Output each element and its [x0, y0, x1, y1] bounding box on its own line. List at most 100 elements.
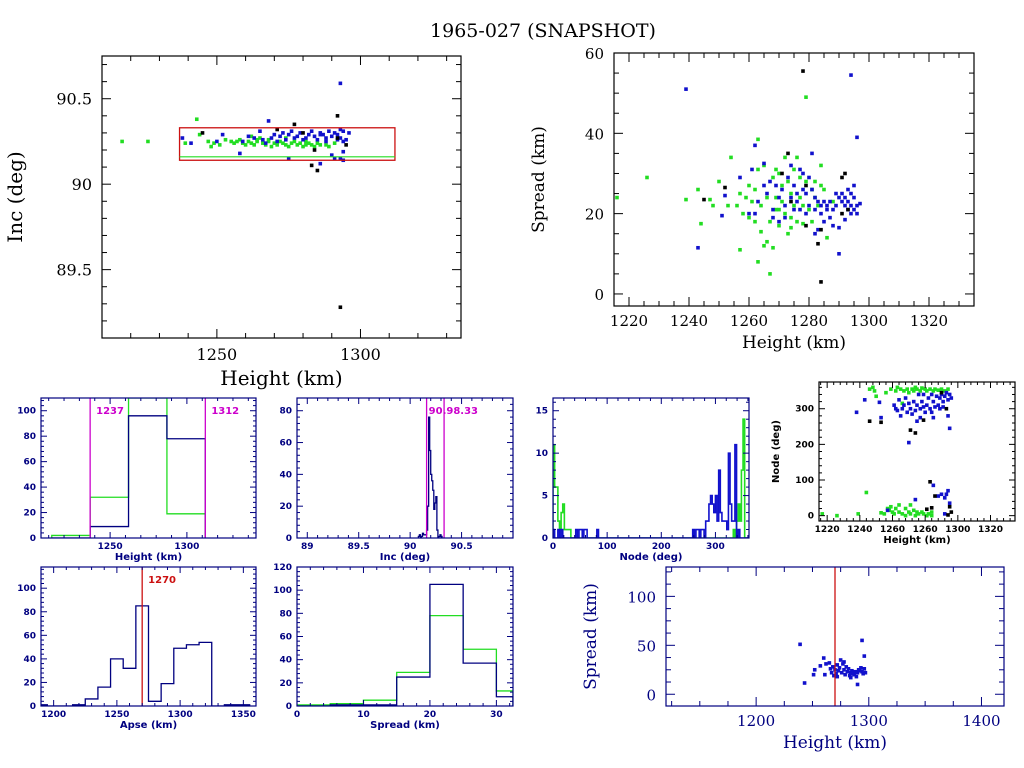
- point-blue: [849, 211, 853, 216]
- point-blue: [907, 440, 911, 445]
- point-green: [266, 137, 271, 142]
- point-blue: [822, 219, 826, 224]
- point-blue: [811, 672, 816, 677]
- point-green: [304, 139, 308, 144]
- point-green: [792, 203, 796, 208]
- point-black: [840, 175, 844, 180]
- point-green: [318, 143, 323, 147]
- point-blue: [828, 667, 833, 671]
- point-green: [913, 513, 918, 518]
- point-blue: [855, 203, 859, 208]
- point-green: [921, 512, 926, 516]
- point-blue: [318, 132, 323, 137]
- point-black: [335, 136, 340, 140]
- point-green: [768, 219, 772, 224]
- point-blue: [258, 129, 262, 133]
- point-black: [275, 127, 279, 132]
- y-tick-label: 80: [279, 407, 292, 417]
- point-blue: [848, 670, 853, 675]
- point-blue: [913, 408, 918, 413]
- y-tick-label: 20: [279, 502, 292, 512]
- point-blue: [834, 671, 838, 676]
- y-tick-label: 20: [23, 678, 36, 688]
- point-black: [344, 143, 348, 147]
- point-green: [278, 139, 282, 144]
- hist-bars: [41, 605, 251, 706]
- point-blue: [840, 199, 844, 204]
- point-green: [916, 512, 921, 516]
- point-blue: [762, 161, 766, 166]
- chart-apse-hist: 1270 1200 1250 1300 1350 0 20 40 60 80 100 Apse (km…: [17, 566, 257, 731]
- point-green: [867, 387, 872, 391]
- x-tick-label: 0: [550, 542, 556, 552]
- point-green: [872, 389, 877, 393]
- point-blue: [738, 175, 742, 180]
- point-blue: [842, 667, 846, 672]
- point-blue: [936, 403, 941, 407]
- point-blue: [841, 662, 845, 666]
- point-blue: [753, 143, 757, 148]
- point-blue: [840, 191, 844, 196]
- y-tick-label: 89.5: [56, 261, 92, 280]
- point-green: [741, 211, 745, 216]
- figure-title: 1965-027 (SNAPSHOT): [430, 20, 656, 42]
- point-green: [771, 245, 775, 250]
- point-green: [786, 179, 790, 184]
- x-axis-label: Height (km): [783, 733, 887, 753]
- point-green: [708, 197, 712, 202]
- point-blue: [947, 426, 952, 431]
- point-blue: [272, 132, 277, 137]
- point-blue: [907, 401, 911, 406]
- point-green: [929, 513, 934, 518]
- point-blue: [860, 638, 864, 643]
- point-green: [780, 199, 784, 204]
- hist-bars: [417, 416, 443, 538]
- point-blue: [321, 132, 325, 137]
- y-tick-label: 100: [17, 407, 36, 417]
- x-tick-label: 89: [301, 542, 314, 552]
- point-green: [789, 215, 793, 220]
- point-black: [840, 211, 844, 216]
- point-blue: [813, 207, 817, 212]
- x-tick-label: 1300: [850, 712, 888, 730]
- point-blue: [834, 203, 838, 208]
- point-black: [801, 69, 805, 73]
- x-axis-label: Spread (km): [370, 720, 440, 731]
- point-green: [777, 207, 781, 212]
- marker-label: 1312: [211, 406, 239, 417]
- point-green: [882, 512, 887, 516]
- chart-height-hist: 1237 1312 1250 1300 0 20 40 60 80 100 Height (km): [17, 397, 257, 563]
- x-tick-label: 1300: [340, 345, 381, 364]
- point-blue: [762, 183, 766, 188]
- point-blue: [839, 670, 844, 675]
- plot-frame: [296, 566, 514, 707]
- x-tick-label: 1320: [978, 525, 1003, 535]
- point-green: [925, 389, 929, 393]
- y-tick-label: 0: [30, 534, 36, 544]
- point-blue: [777, 219, 781, 224]
- point-blue: [838, 658, 843, 662]
- point-blue: [819, 211, 823, 216]
- point-green: [946, 387, 950, 391]
- point-green: [289, 141, 294, 145]
- point-blue: [816, 227, 820, 232]
- x-tick-label: 1300: [168, 710, 193, 720]
- x-tick-label: 1280: [790, 312, 828, 330]
- y-tick-label: 40: [23, 483, 36, 493]
- point-black: [879, 420, 883, 425]
- x-tick-label: 1240: [847, 525, 872, 535]
- point-green: [792, 167, 796, 172]
- point-blue: [289, 129, 294, 133]
- point-blue: [335, 132, 340, 137]
- point-blue: [946, 414, 950, 418]
- point-blue: [852, 672, 856, 677]
- point-black: [804, 183, 808, 188]
- x-tick-label: 300: [706, 542, 725, 552]
- y-tick-label: 100: [17, 584, 36, 594]
- x-axis-label: Height (km): [883, 535, 950, 546]
- point-green: [822, 187, 826, 192]
- chart-inc-hist: 90.98.33 89 89.5 90 90.5 0 20 40 60 80 Inc (deg): [279, 397, 514, 563]
- point-blue: [783, 203, 787, 208]
- point-blue: [807, 203, 811, 208]
